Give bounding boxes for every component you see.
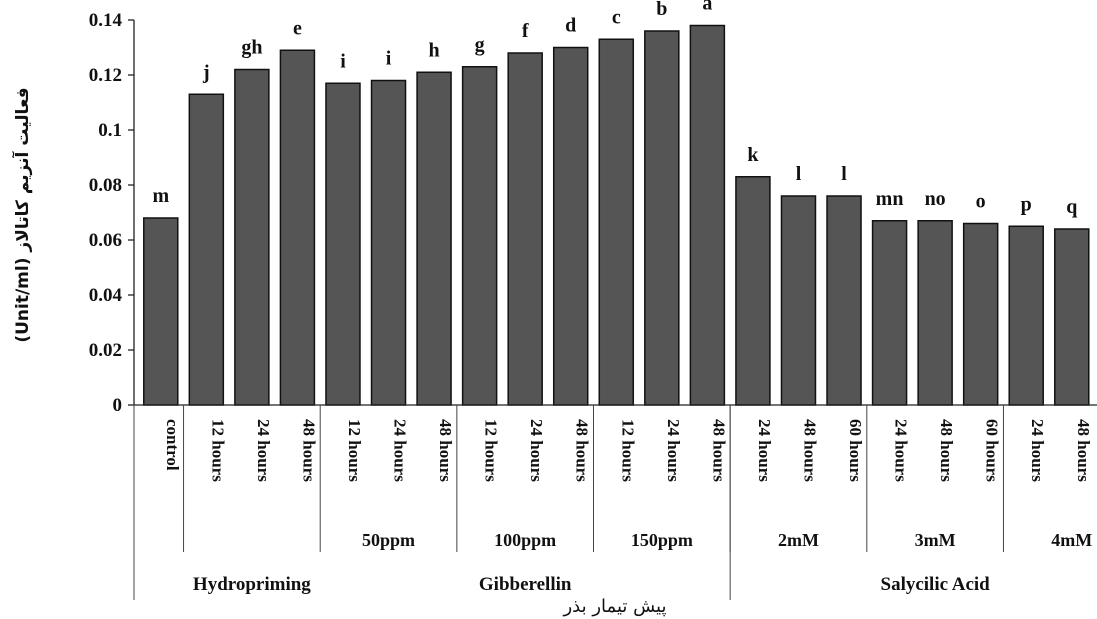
x-category-label: 48 hours — [937, 419, 956, 482]
bar-significance-letter: e — [293, 17, 302, 39]
x-category-label: 24 hours — [892, 419, 911, 482]
x-category-label: 12 hours — [482, 419, 501, 482]
bar — [962, 222, 999, 406]
x-category-label: 24 hours — [254, 419, 273, 482]
bar-significance-letter: m — [152, 185, 169, 207]
bar-significance-letter: mn — [876, 188, 904, 210]
x-category-label: 48 hours — [800, 419, 819, 482]
x-category-label: 48 hours — [709, 419, 728, 482]
bar — [735, 176, 771, 406]
bar-significance-letter: p — [1021, 193, 1032, 215]
bar — [325, 82, 361, 406]
y-tick-label: 0.1 — [98, 120, 122, 141]
x-axis-title: پیش تیمار بذر — [562, 596, 666, 617]
bar-significance-letter: f — [522, 20, 529, 42]
bar — [143, 217, 179, 406]
x-category-label: 12 hours — [208, 419, 227, 482]
y-tick-label: 0.04 — [89, 285, 123, 306]
bar — [826, 195, 862, 406]
x-category-label: 24 hours — [664, 419, 683, 482]
concentration-group-label: 2mM — [778, 530, 819, 550]
bar — [370, 79, 407, 406]
concentration-group-label: 3mM — [915, 530, 956, 550]
y-axis-title: (Unit/ml) فعالیت آنزیم کاتالاز — [11, 87, 33, 342]
bar-significance-letter: b — [656, 0, 667, 20]
bar — [461, 66, 498, 406]
y-tick-label: 0 — [113, 395, 123, 416]
concentration-group-label: 100ppm — [494, 530, 556, 550]
bar-significance-letter: a — [702, 0, 712, 15]
x-category-label: control — [163, 419, 182, 471]
bar — [689, 24, 726, 406]
y-tick-label: 0.08 — [89, 175, 122, 196]
concentration-group-label: 150ppm — [631, 530, 693, 550]
bar-significance-letter: c — [612, 6, 621, 28]
bar — [598, 38, 635, 406]
treatment-group-label: Hydropriming — [193, 574, 311, 595]
bar — [780, 195, 817, 406]
bars: mjgheiihgfdcbakllmnnoopqr — [143, 0, 1090, 406]
bar — [552, 46, 589, 406]
bar-significance-letter: d — [565, 15, 576, 37]
y-tick-label: 0.06 — [89, 230, 122, 251]
bar-significance-letter: g — [475, 34, 485, 56]
bar — [279, 49, 316, 406]
bar — [1008, 225, 1044, 406]
bar-significance-letter: i — [340, 50, 346, 72]
bar — [871, 220, 908, 406]
x-category-label: 24 hours — [527, 419, 546, 482]
bar — [917, 220, 953, 406]
x-category-label: 60 hours — [983, 419, 1002, 482]
x-category-label: 12 hours — [345, 419, 364, 482]
x-category-label: 48 hours — [1074, 419, 1093, 482]
bar-significance-letter: l — [796, 163, 802, 185]
x-category-label: 24 hours — [1028, 419, 1047, 482]
bar — [507, 52, 543, 406]
x-category-label: 24 hours — [391, 419, 410, 482]
bar-significance-letter: h — [429, 39, 440, 61]
bar-significance-letter: k — [747, 144, 759, 166]
bar-significance-letter: q — [1066, 196, 1077, 218]
treatment-group-label: Gibberellin — [479, 574, 572, 595]
bar-significance-letter: no — [925, 188, 946, 210]
x-category-label: 24 hours — [755, 419, 774, 482]
concentration-group-label: 50ppm — [362, 530, 415, 550]
y-tick-label: 0.14 — [89, 10, 123, 31]
x-category-label: 48 hours — [436, 419, 455, 482]
x-category-label: 60 hours — [846, 419, 865, 482]
y-tick-label: 0.02 — [89, 340, 122, 361]
x-category-label: 48 hours — [299, 419, 318, 482]
bar — [1054, 228, 1090, 406]
concentration-group-label: 4mM — [1051, 530, 1092, 550]
bar — [644, 30, 680, 406]
x-category-label: 12 hours — [618, 419, 637, 482]
treatment-group-label: Salycilic Acid — [881, 574, 991, 595]
bar — [416, 71, 452, 406]
y-axis: 0 0.02 0.04 0.06 0.08 0.1 0.12 0.14 — [89, 10, 135, 416]
bar — [234, 68, 270, 406]
bar-significance-letter: l — [841, 163, 847, 185]
bar-significance-letter: i — [386, 48, 392, 70]
y-tick-label: 0.12 — [89, 65, 122, 86]
bar-significance-letter: j — [202, 61, 210, 83]
bar-significance-letter: o — [976, 191, 986, 213]
bar-significance-letter: gh — [241, 37, 262, 59]
x-axis: control 12 hours 24 hours 48 hours 12 hours 2… — [133, 404, 1097, 600]
x-category-label: 48 hours — [573, 419, 592, 482]
bar — [188, 93, 225, 406]
